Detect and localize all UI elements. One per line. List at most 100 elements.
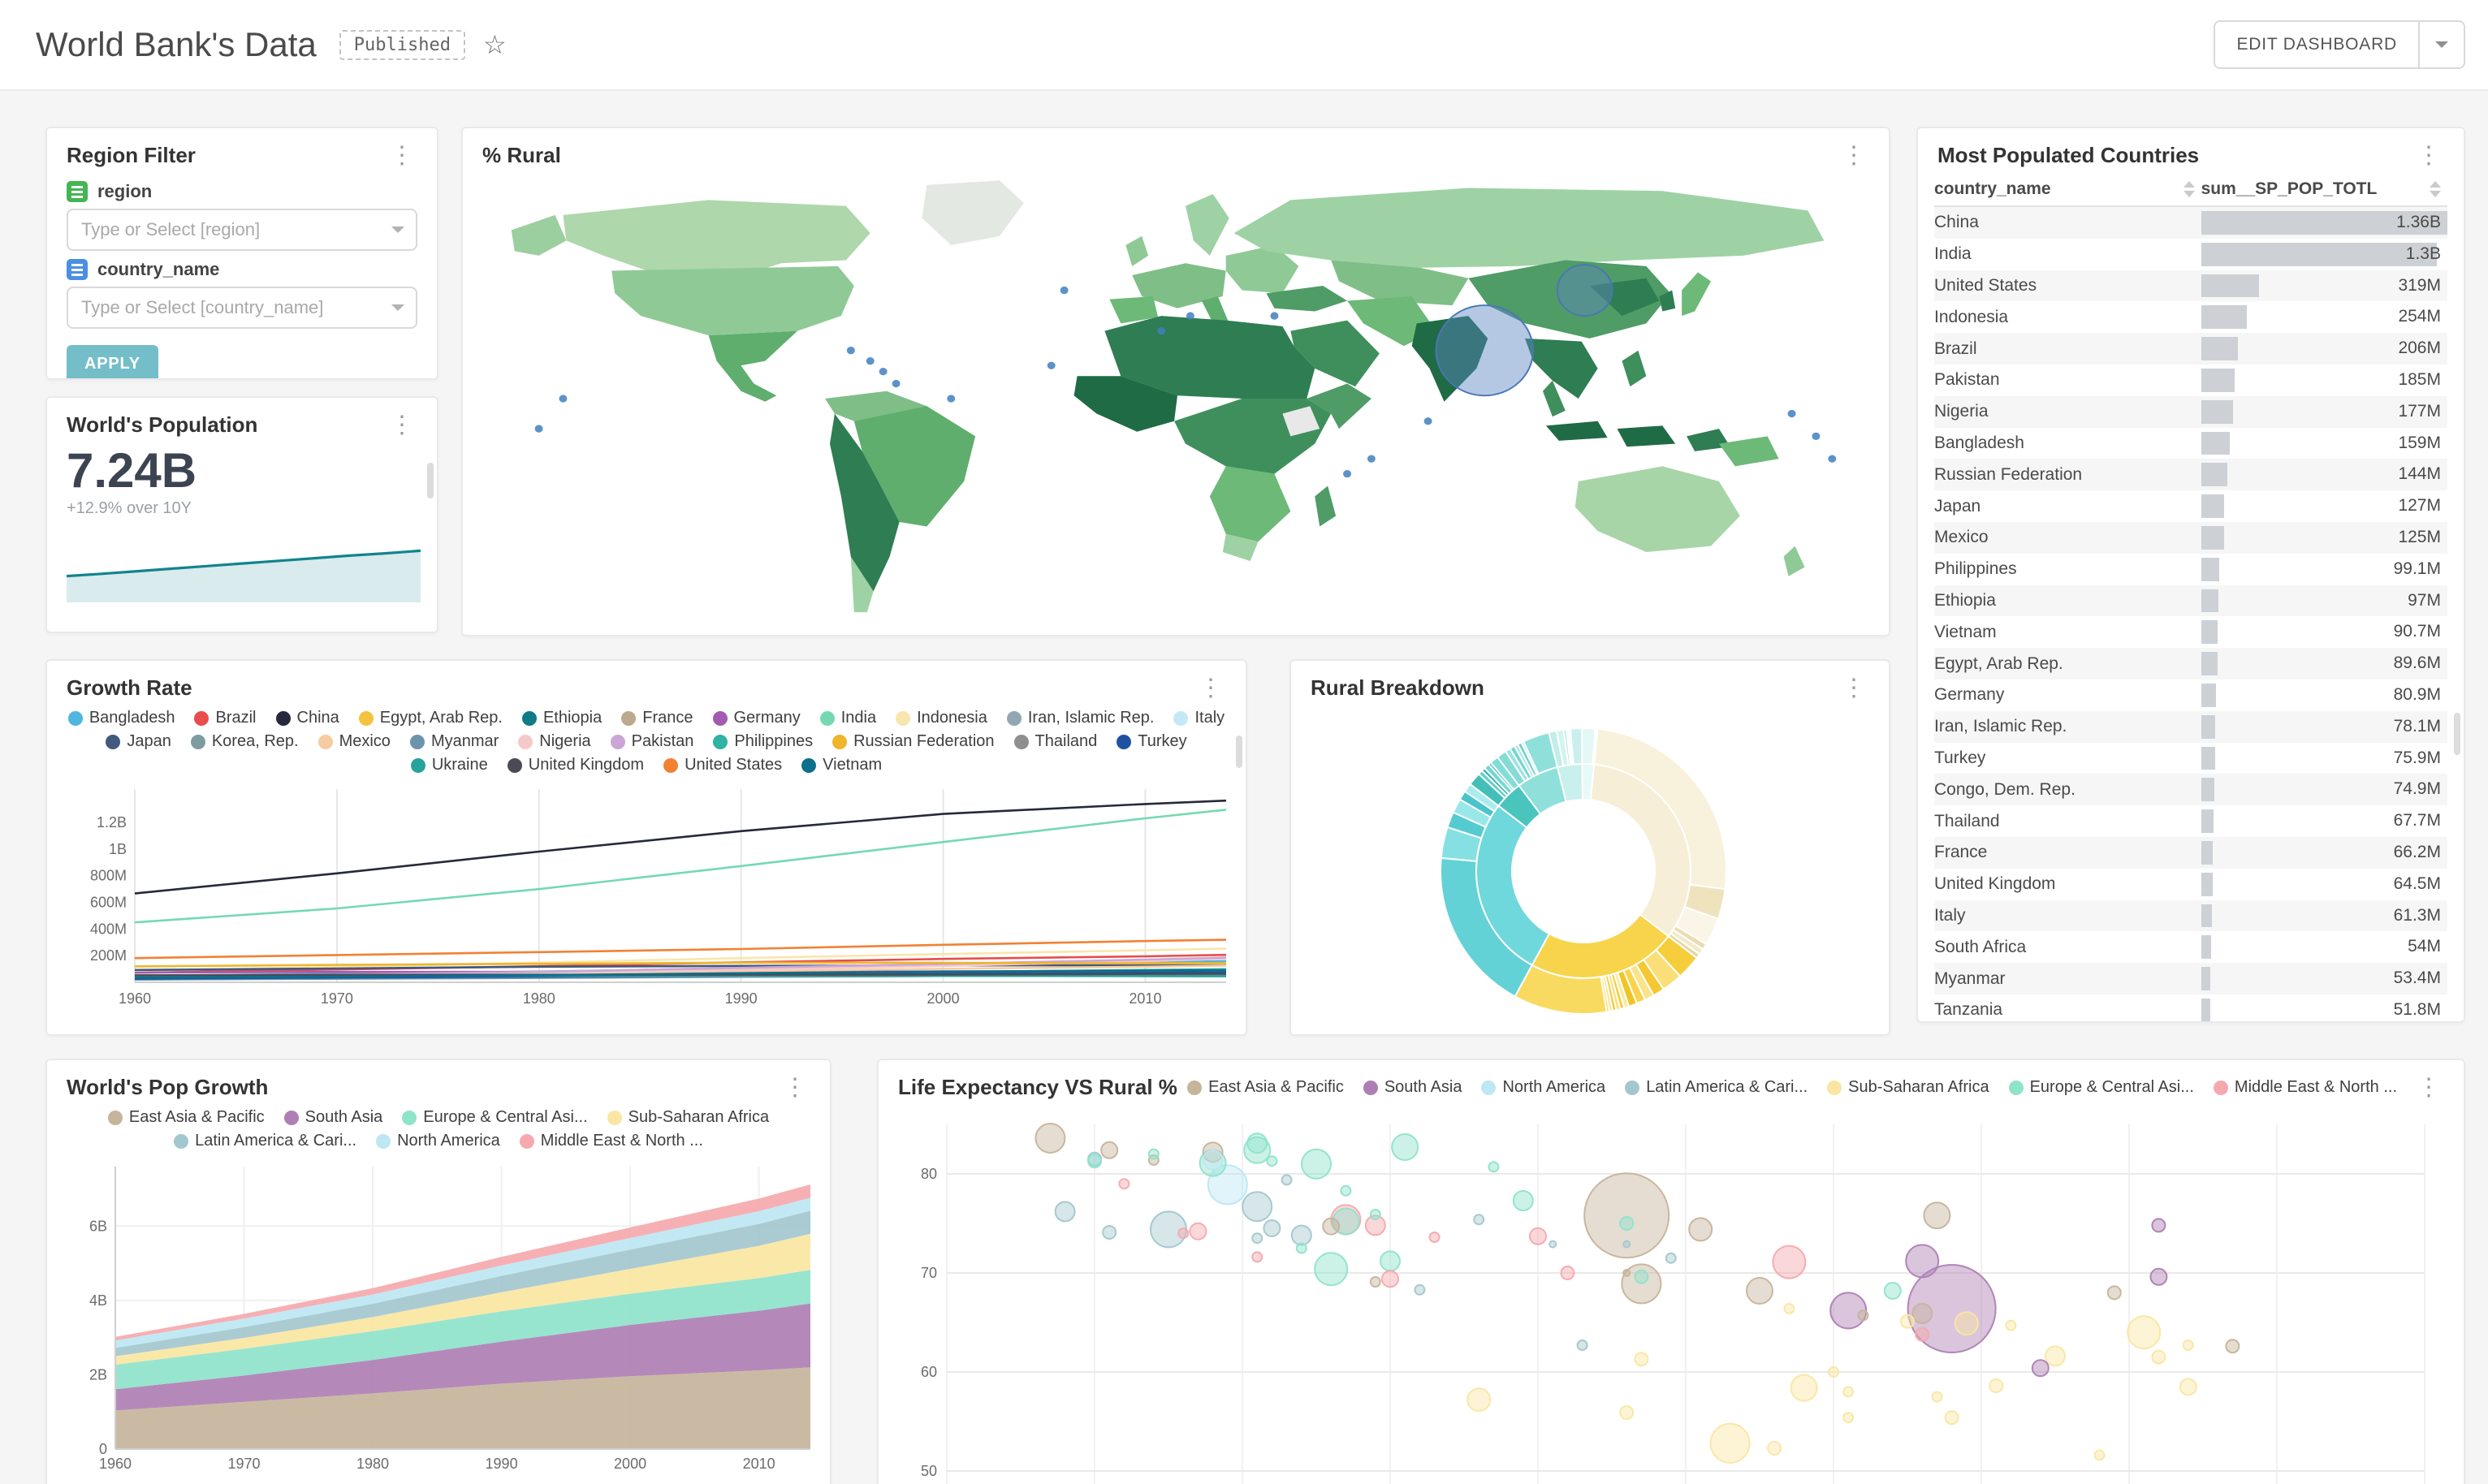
scatter-bubble[interactable] [1189, 1222, 1207, 1240]
legend-item[interactable]: Thailand [1013, 732, 1097, 751]
legend-item[interactable]: Germany [712, 709, 801, 727]
legend-item[interactable]: France [621, 709, 693, 727]
scatter-bubble[interactable] [1202, 1150, 1224, 1171]
scatter-bubble[interactable] [1790, 1374, 1818, 1402]
legend-item[interactable]: South Asia [283, 1108, 382, 1127]
scatter-bubble[interactable] [1295, 1242, 1307, 1254]
legend-item[interactable]: Philippines [713, 732, 813, 751]
scatter-bubble[interactable] [1883, 1282, 1902, 1300]
scatter-bubble[interactable] [1242, 1191, 1273, 1223]
scatter-bubble[interactable] [1583, 1172, 1670, 1259]
scatter-bubble[interactable] [2179, 1378, 2197, 1396]
legend-item[interactable]: East Asia & Pacific [107, 1108, 265, 1127]
scatter-bubble[interactable] [1767, 1441, 1782, 1456]
legend-item[interactable]: United States [663, 756, 782, 774]
table-row[interactable]: India 1.3B [1934, 239, 2447, 270]
area-series[interactable] [115, 1270, 810, 1390]
scatter-bubble[interactable] [1622, 1269, 1631, 1277]
scrollbar[interactable] [2454, 713, 2460, 755]
scatter-bubble[interactable] [1488, 1161, 1500, 1173]
scatter-bubble[interactable] [1473, 1214, 1485, 1226]
table-row[interactable]: Tanzania 51.8M [1934, 994, 2447, 1021]
scatter-bubble[interactable] [1054, 1201, 1076, 1223]
scatter-bubble[interactable] [2031, 1359, 2050, 1378]
table-row[interactable]: Germany 80.9M [1934, 679, 2447, 711]
legend-item[interactable]: North America [376, 1132, 500, 1150]
kebab-menu-icon[interactable]: ⋮ [390, 411, 414, 438]
table-row[interactable]: Vietnam 90.7M [1934, 616, 2447, 648]
scatter-bubble[interactable] [1619, 1405, 1635, 1420]
table-row[interactable]: Indonesia 254M [1934, 301, 2447, 333]
column-header-country[interactable]: country_name [1934, 179, 2201, 199]
table-row[interactable]: Bangladesh 159M [1934, 428, 2447, 459]
scatter-bubble[interactable] [1380, 1250, 1401, 1272]
scatter-bubble[interactable] [1369, 1276, 1381, 1288]
region-select[interactable] [67, 209, 417, 251]
kebab-menu-icon[interactable]: ⋮ [390, 141, 414, 169]
series-line[interactable] [134, 961, 1227, 968]
scatter-bubble[interactable] [1688, 1217, 1713, 1242]
scatter-bubble[interactable] [2005, 1319, 2017, 1331]
kebab-menu-icon[interactable]: ⋮ [2417, 141, 2441, 169]
scatter-bubble[interactable] [1944, 1410, 1959, 1426]
legend-item[interactable]: Nigeria [518, 732, 591, 751]
scatter-bubble[interactable] [1381, 1270, 1399, 1288]
scatter-bubble[interactable] [1842, 1386, 1855, 1398]
scatter-bubble[interactable] [1243, 1136, 1272, 1164]
sort-icon[interactable] [2429, 181, 2441, 197]
kebab-menu-icon[interactable]: ⋮ [1842, 141, 1866, 169]
scatter-bubble[interactable] [2149, 1267, 2168, 1286]
table-row[interactable]: Myanmar 53.4M [1934, 963, 2447, 994]
population-sparkline-chart[interactable] [67, 531, 421, 602]
scatter-bubble[interactable] [1035, 1123, 1066, 1154]
legend-item[interactable]: Egypt, Arab Rep. [358, 709, 503, 727]
scatter-bubble[interactable] [1911, 1303, 1933, 1324]
scatter-bubble[interactable] [2127, 1315, 2162, 1350]
country-select[interactable] [67, 287, 417, 329]
scatter-bubble[interactable] [1100, 1141, 1119, 1159]
scatter-bubble[interactable] [1263, 1219, 1281, 1237]
legend-item[interactable]: Ethiopia [521, 709, 602, 727]
scatter-bubble[interactable] [1322, 1217, 1341, 1236]
scatter-bubble[interactable] [1301, 1148, 1332, 1180]
scatter-bubble[interactable] [1915, 1327, 1930, 1342]
legend-item[interactable]: Middle East & North ... [2213, 1078, 2397, 1097]
area-series[interactable] [115, 1197, 810, 1348]
scatter-bubble[interactable] [1314, 1252, 1349, 1287]
scrollbar[interactable] [427, 463, 434, 498]
legend-item[interactable]: Russian Federation [832, 732, 995, 751]
scatter-bubble[interactable] [1290, 1224, 1312, 1246]
scatter-bubble[interactable] [1251, 1251, 1263, 1263]
scatter-bubble[interactable] [2151, 1349, 2166, 1365]
scatter-bubble[interactable] [1619, 1216, 1635, 1231]
legend-item[interactable]: India [819, 709, 876, 727]
apply-filter-button[interactable]: APPLY [67, 345, 158, 378]
scatter-bubble[interactable] [2151, 1218, 2166, 1233]
scatter-bubble[interactable] [2093, 1449, 2106, 1461]
scatter-bubble[interactable] [1177, 1227, 1190, 1240]
table-row[interactable]: Japan 127M [1934, 490, 2447, 522]
legend-item[interactable]: United Kingdom [507, 756, 644, 774]
legend-item[interactable]: Myanmar [409, 732, 499, 751]
scatter-bubble[interactable] [1907, 1264, 1997, 1353]
legend-item[interactable]: Bangladesh [67, 709, 175, 727]
scatter-bubble[interactable] [1549, 1240, 1557, 1249]
scatter-bubble[interactable] [1102, 1225, 1117, 1240]
kebab-menu-icon[interactable]: ⋮ [783, 1073, 807, 1101]
area-series[interactable] [115, 1303, 810, 1411]
series-line[interactable] [134, 799, 1227, 895]
scatter-bubble[interactable] [2045, 1345, 2066, 1367]
legend-item[interactable]: Indonesia [896, 709, 987, 727]
scatter-bubble[interactable] [1989, 1378, 2004, 1393]
table-row[interactable]: South Africa 54M [1934, 931, 2447, 963]
table-row[interactable]: Congo, Dem. Rep. 74.9M [1934, 774, 2447, 806]
kebab-menu-icon[interactable]: ⋮ [1842, 674, 1866, 701]
kebab-menu-icon[interactable]: ⋮ [2417, 1073, 2441, 1101]
scatter-bubble[interactable] [2182, 1339, 2194, 1351]
scatter-bubble[interactable] [1391, 1133, 1419, 1161]
scatter-bubble[interactable] [1118, 1178, 1130, 1190]
table-row[interactable]: United States 319M [1934, 270, 2447, 302]
scatter-bubble[interactable] [1266, 1155, 1278, 1167]
legend-item[interactable]: Sub-Saharan Africa [1827, 1078, 1989, 1097]
legend-item[interactable]: Middle East & North ... [519, 1132, 703, 1150]
